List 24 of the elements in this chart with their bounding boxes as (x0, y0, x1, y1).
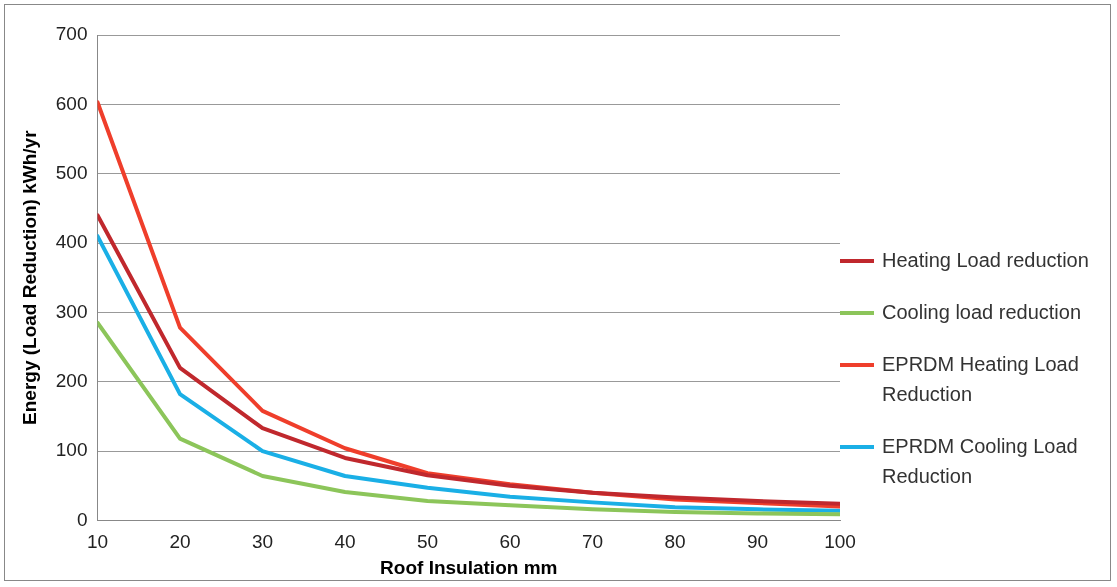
x-tick-label: 100 (824, 531, 856, 553)
y-tick-label: 300 (55, 300, 88, 322)
y-tick-label: 500 (55, 161, 88, 183)
y-tick-label: 200 (55, 369, 88, 391)
y-tick-label: 700 (55, 23, 88, 45)
x-tick-label: 50 (416, 531, 439, 553)
y-tick-label: 0 (76, 508, 88, 530)
legend-label: EPRDM Heating Load Reduction (882, 352, 1080, 407)
y-tick-label: 400 (55, 231, 88, 253)
x-tick-label: 90 (746, 531, 769, 553)
y-axis-title: Energy (Load Reduction) kWh/yr (18, 129, 40, 425)
x-tick-label: 60 (499, 531, 521, 553)
x-tick-label: 20 (169, 531, 191, 553)
legend-label: EPRDM Cooling Load Reduction (882, 434, 1079, 489)
x-axis-title: Roof Insulation mm (380, 556, 558, 578)
x-tick-label: 30 (251, 531, 274, 553)
x-tick-label: 10 (86, 531, 109, 553)
y-tick-label: 600 (55, 92, 88, 114)
y-tick-label: 100 (55, 439, 88, 461)
legend-label: Cooling load reduction (882, 300, 1082, 325)
x-tick-label: 40 (334, 531, 356, 553)
x-tick-label: 70 (581, 531, 604, 553)
x-tick-label: 80 (664, 531, 686, 553)
legend-label: Heating Load reduction (882, 248, 1089, 273)
